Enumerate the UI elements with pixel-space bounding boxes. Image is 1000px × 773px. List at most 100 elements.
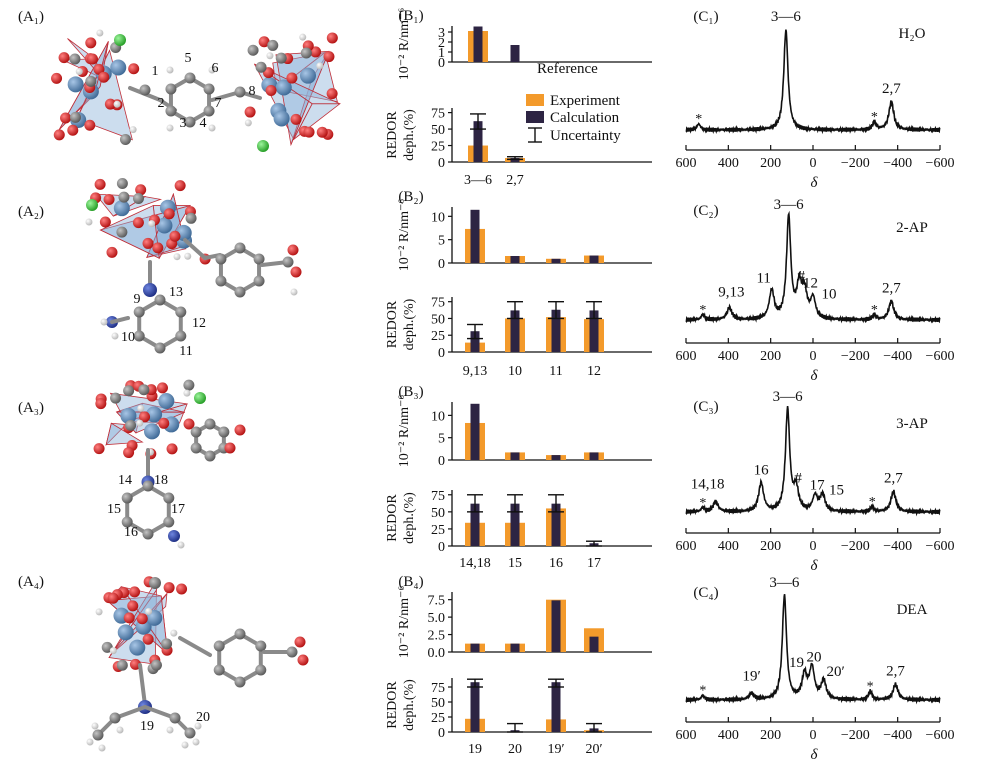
redor-ylabel-line1: REDOR	[385, 300, 400, 348]
carbon-atom	[163, 492, 175, 504]
redor-chart-tick-label: 75	[431, 107, 445, 122]
carbon-atom	[190, 426, 202, 438]
atom-number-label: 20	[196, 710, 210, 725]
reference-label: Reference	[537, 61, 598, 77]
carbon-atom	[116, 226, 128, 238]
r-chart-tick-label: 10	[431, 210, 445, 225]
oxygen-atom	[265, 85, 277, 97]
zr-atom	[110, 59, 127, 76]
atom-number-label: 11	[179, 344, 192, 359]
peak-label: 3—6	[774, 197, 805, 213]
r-chart-calculation-bar	[470, 403, 480, 460]
peak-label: #	[794, 471, 802, 487]
peak-label: 3—6	[769, 575, 800, 591]
spectrum-tick-label: −600	[926, 156, 955, 171]
carbon-atom	[253, 275, 265, 287]
peak-label: 10	[822, 287, 837, 303]
carbon-atom	[184, 116, 196, 128]
spectrum-xlabel: δ	[811, 747, 819, 763]
hydrogen-atom	[75, 68, 83, 76]
redor-ylabel-line2: deph.(%)	[402, 679, 417, 731]
oxygen-atom	[60, 112, 72, 124]
redor-chart-tick-label: 75	[431, 681, 445, 696]
peak-label: 2,7	[884, 471, 903, 487]
r-chart-tick-label: 5.0	[428, 611, 446, 626]
peak-label: *	[699, 303, 706, 318]
carbon-atom	[110, 392, 122, 404]
b2-category-label: 10	[508, 364, 522, 379]
r-chart-calculation-bar	[510, 643, 520, 652]
oxygen-atom	[136, 613, 148, 625]
peak-label: 15	[829, 483, 844, 499]
panel-label-c1: (C₁)	[693, 9, 718, 25]
peak-label: 2,7	[882, 81, 901, 97]
hydrogen-atom	[290, 288, 298, 296]
oxygen-atom	[297, 654, 309, 666]
spectrum-line	[685, 210, 941, 324]
r-chart-calculation-bar	[470, 643, 480, 652]
hydrogen-atom	[194, 722, 202, 730]
b4-category-label: 20	[508, 742, 522, 757]
panel-label-c2: (C₂)	[693, 203, 718, 219]
chlorine-atom	[194, 392, 206, 404]
carbon-atom	[215, 253, 227, 265]
legend-calculation-swatch	[526, 111, 544, 123]
hydrogen-atom	[177, 541, 185, 549]
spectrum-tick-label: −600	[926, 349, 955, 364]
redor-chart-tick-label: 25	[431, 711, 445, 726]
nitrogen-atom	[143, 283, 157, 297]
hydrogen-atom	[98, 744, 106, 752]
redor-chart-tick-label: 0	[438, 346, 445, 361]
r-chart-tick-label: 0	[438, 56, 445, 71]
oxygen-atom	[163, 208, 175, 220]
oxygen-atom	[174, 180, 186, 192]
hydrogen-atom	[100, 318, 108, 326]
carbon-atom	[253, 253, 265, 265]
spectrum-c4: (C₄) DEA 600 400 200 0 −200 −400 −600 δ 3—6 19 20 20′…	[676, 575, 955, 763]
redor-chart-calculation-bar	[470, 503, 480, 546]
spectrum-tick-label: −200	[841, 539, 870, 554]
spectrum-tick-label: 600	[676, 349, 697, 364]
peak-label: *	[871, 303, 878, 318]
r-chart-calculation-bar	[589, 636, 599, 652]
hydrogen-atom	[129, 126, 137, 134]
carbon-atom	[185, 212, 197, 224]
spectrum-xlabel: δ	[811, 558, 819, 574]
r-chart-ylabel: 10⁻² R/nm⁻⁶	[397, 199, 412, 272]
r-chart-tick-label: 2	[438, 36, 445, 51]
peak-label: 12	[803, 275, 818, 291]
atom-number-label: 8	[249, 84, 256, 99]
atom-number-label: 2	[158, 96, 165, 111]
atom-number-label: 12	[192, 316, 206, 331]
spectrum-tick-label: 0	[810, 539, 817, 554]
panel-label-b3: (B₃)	[398, 384, 423, 400]
zr-atom	[273, 110, 290, 127]
carbon-atom	[282, 256, 294, 268]
spectrum-line	[685, 406, 941, 517]
bond	[183, 238, 207, 260]
hydrogen-atom	[111, 332, 119, 340]
oxygen-atom	[290, 266, 302, 278]
molecule-a3: (A₃) 14 18 15 17 16	[18, 379, 246, 549]
hydrogen-atom	[95, 608, 103, 616]
atom-number-label: 15	[107, 502, 121, 517]
spectrum-c1: (C₁) H₂O 600 400 200 0 −200 −400 −600 δ 3—6 2,7 * *	[676, 9, 955, 191]
redor-chart-calculation-bar	[473, 121, 483, 162]
spectrum-xlabel: δ	[811, 368, 819, 384]
zr-atom	[158, 392, 175, 409]
carbon-atom	[267, 39, 279, 51]
hydrogen-atom	[181, 741, 189, 749]
hydrogen-atom	[244, 119, 252, 127]
b1-category-label: 3—6	[464, 173, 492, 188]
carbon-atom	[234, 628, 246, 640]
oxygen-atom	[51, 72, 63, 84]
atom-number-label: 19	[140, 719, 154, 734]
peak-label: *	[869, 495, 876, 510]
spectrum-tick-label: 0	[810, 349, 817, 364]
oxygen-atom	[142, 237, 154, 249]
redor-chart-calculation-bar	[551, 682, 561, 732]
hydrogen-atom	[145, 607, 153, 615]
oxygen-atom	[234, 424, 246, 436]
